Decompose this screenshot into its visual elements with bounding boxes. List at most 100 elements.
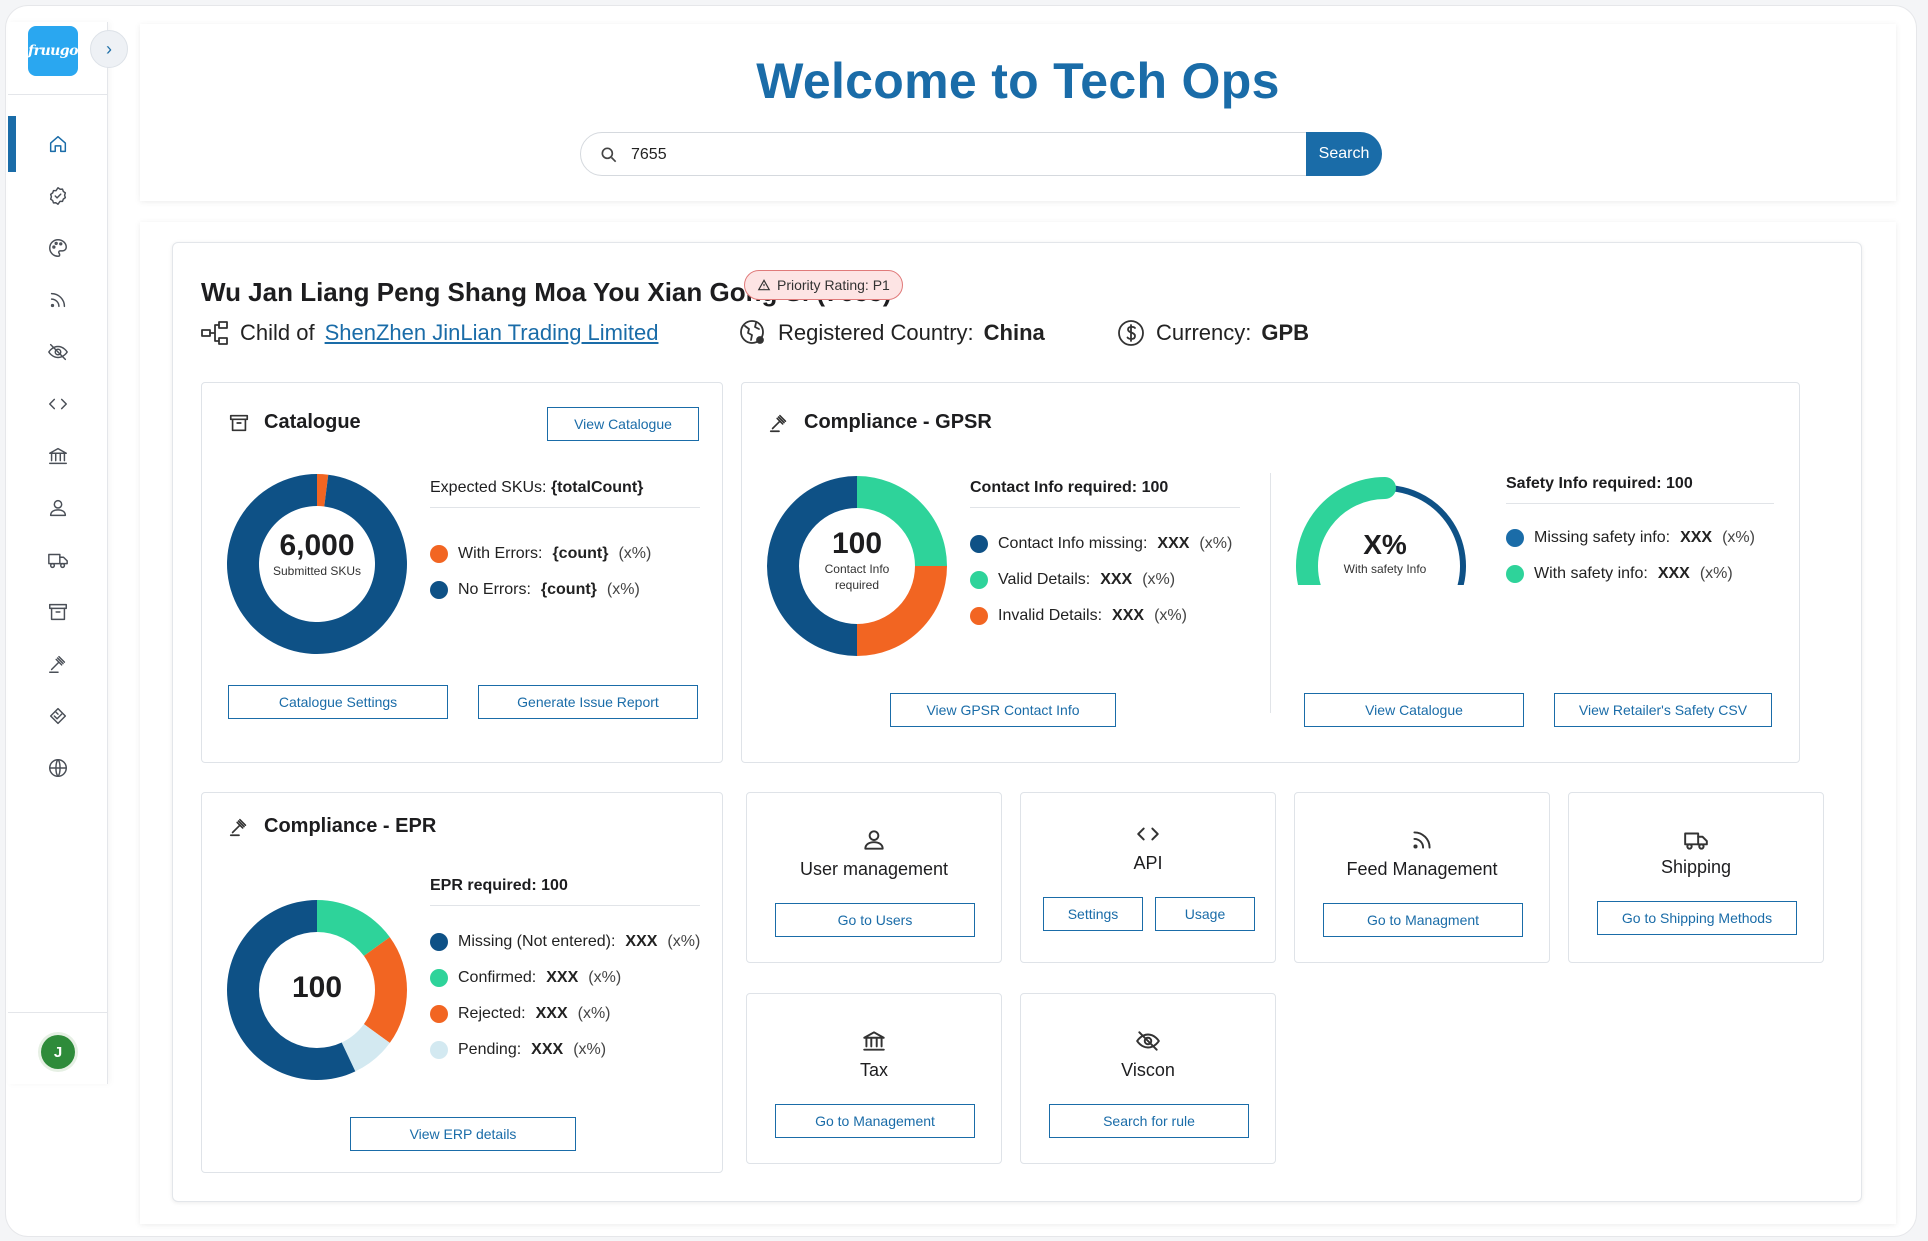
search-bar: Search xyxy=(580,132,1382,176)
view-catalogue-safety-button[interactable]: View Catalogue xyxy=(1304,693,1524,727)
contact-info-label: Contact Info required: xyxy=(970,479,1138,496)
sidebar-item-viscon[interactable] xyxy=(8,324,108,380)
sidebar-item-compliance[interactable] xyxy=(8,636,108,692)
legend-pct: (x%) xyxy=(1154,607,1187,624)
legend-label: Missing (Not entered): xyxy=(458,933,616,950)
legend-swatch xyxy=(430,1005,448,1023)
sidebar-item-api[interactable] xyxy=(8,376,108,432)
sidebar-item-feeds[interactable] xyxy=(8,272,108,328)
chevron-right-icon: › xyxy=(106,38,112,59)
shipping-title: Shipping xyxy=(1660,857,1732,877)
epr-required-value: 100 xyxy=(541,877,568,894)
sidebar-item-regions[interactable] xyxy=(8,740,108,796)
gavel-icon xyxy=(769,414,787,432)
warning-icon xyxy=(757,279,771,291)
search-button[interactable]: Search xyxy=(1306,132,1382,176)
donut-slice-confirmed xyxy=(317,900,390,956)
go-to-shipping-methods-button[interactable]: Go to Shipping Methods xyxy=(1597,901,1797,935)
globe-location-icon xyxy=(740,320,764,344)
country-value: China xyxy=(983,320,1045,345)
search-input[interactable] xyxy=(631,141,1191,169)
donut-slice-contact-info-missing xyxy=(767,476,857,656)
legend-item: Confirmed: XXX (x%) xyxy=(430,969,700,987)
sidebar-item-approvals[interactable] xyxy=(8,168,108,224)
expected-skus-value: {totalCount} xyxy=(550,479,644,496)
gpsr-donut-chart xyxy=(767,476,947,656)
donut-slice-pending xyxy=(341,1024,390,1072)
sidebar-divider xyxy=(8,94,108,95)
tax-title: Tax xyxy=(859,1060,888,1080)
catalogue-title-label: Catalogue xyxy=(264,411,361,433)
legend-value: XXX xyxy=(1680,529,1713,546)
sidebar-item-tax[interactable] xyxy=(8,428,108,484)
legend-pct: (x%) xyxy=(577,1005,611,1022)
contact-required-label-1: Contact Info xyxy=(824,562,890,576)
epr-card: Compliance - EPR 100 EPR required: 100 M… xyxy=(201,792,723,1173)
safety-info-value: 100 xyxy=(1666,475,1693,492)
sidebar-item-catalogue[interactable] xyxy=(8,584,108,640)
go-to-users-button[interactable]: Go to Users xyxy=(775,903,975,937)
generate-issue-report-button[interactable]: Generate Issue Report xyxy=(478,685,698,719)
gauge-remaining-arc xyxy=(1382,485,1466,585)
sidebar-item-users[interactable] xyxy=(8,480,108,536)
expand-sidebar-button[interactable]: › xyxy=(90,30,128,68)
tax-tile: Tax Go to Management xyxy=(746,993,1002,1164)
gauge-filled-arc xyxy=(1296,477,1396,585)
currency-info: Currency: GPB xyxy=(1116,318,1309,348)
submitted-skus-value: 6,000 xyxy=(279,529,355,562)
legend-value: XXX xyxy=(625,933,658,950)
legend-item: Rejected: XXX (x%) xyxy=(430,1005,700,1023)
bank-icon xyxy=(863,1031,885,1051)
view-erp-details-button[interactable]: View ERP details xyxy=(350,1117,576,1151)
country-info: Registered Country: China xyxy=(738,318,1045,348)
epr-legend: Missing (Not entered): XXX (x%) Confirme… xyxy=(430,933,700,1059)
gpsr-title: Compliance - GPSR xyxy=(768,411,992,434)
parent-info: Child of ShenZhen JinLian Trading Limite… xyxy=(200,318,658,348)
rss-icon xyxy=(50,292,66,308)
view-gpsr-contact-button[interactable]: View GPSR Contact Info xyxy=(890,693,1116,727)
legend-label: With safety info: xyxy=(1534,565,1648,582)
api-tile: API Settings Usage xyxy=(1020,792,1276,963)
legend-value: {count} xyxy=(552,545,609,562)
safety-info-header: Safety Info required: 100 xyxy=(1506,475,1774,504)
go-to-tax-management-button[interactable]: Go to Management xyxy=(775,1104,975,1138)
legend-pct: (x%) xyxy=(1199,535,1233,552)
user-avatar[interactable]: J xyxy=(41,1035,75,1069)
sidebar-item-home[interactable] xyxy=(8,116,108,172)
contact-required-label-2: required xyxy=(834,578,880,592)
legend-item: Pending: XXX (x%) xyxy=(430,1041,700,1059)
bank-icon xyxy=(49,447,67,465)
epr-center-value: 100 xyxy=(291,971,343,1004)
api-settings-button[interactable]: Settings xyxy=(1043,897,1143,931)
donut-slice-missing-not-entered- xyxy=(226,900,356,1080)
epr-title-label: Compliance - EPR xyxy=(264,815,437,837)
parent-company-link[interactable]: ShenZhen JinLian Trading Limited xyxy=(324,320,659,345)
legend-label: Confirmed: xyxy=(458,969,537,986)
view-safety-csv-button[interactable]: View Retailer's Safety CSV xyxy=(1554,693,1772,727)
gavel-icon xyxy=(49,655,66,673)
sidebar-item-theme[interactable] xyxy=(8,220,108,276)
catalogue-settings-button[interactable]: Catalogue Settings xyxy=(228,685,448,719)
legend-label: Contact Info missing: xyxy=(998,535,1148,552)
archive-icon xyxy=(49,603,67,621)
legend-swatch xyxy=(430,581,448,599)
legend-item: Valid Details: XXX (x%) xyxy=(970,571,1232,589)
view-catalogue-button[interactable]: View Catalogue xyxy=(547,407,699,441)
legend-swatch xyxy=(970,535,988,553)
sidebar-item-partners[interactable] xyxy=(8,688,108,744)
legend-pct: (x%) xyxy=(1722,529,1755,546)
legend-value: {count} xyxy=(540,581,597,598)
legend-value: XXX xyxy=(1100,571,1133,588)
sidebar-item-shipping[interactable] xyxy=(8,532,108,588)
go-to-feed-management-button[interactable]: Go to Managment xyxy=(1323,903,1523,937)
legend-value: XXX xyxy=(546,969,579,986)
safety-legend: Missing safety info: XXX (x%) With safet… xyxy=(1506,529,1755,583)
legend-value: XXX xyxy=(1657,565,1690,582)
api-usage-button[interactable]: Usage xyxy=(1155,897,1255,931)
truck-icon xyxy=(1684,832,1708,850)
search-for-rule-button[interactable]: Search for rule xyxy=(1049,1104,1249,1138)
priority-label: Priority Rating: P1 xyxy=(777,277,890,293)
user-icon xyxy=(49,499,67,517)
dollar-icon xyxy=(1118,320,1144,346)
legend-item: Missing (Not entered): XXX (x%) xyxy=(430,933,700,951)
